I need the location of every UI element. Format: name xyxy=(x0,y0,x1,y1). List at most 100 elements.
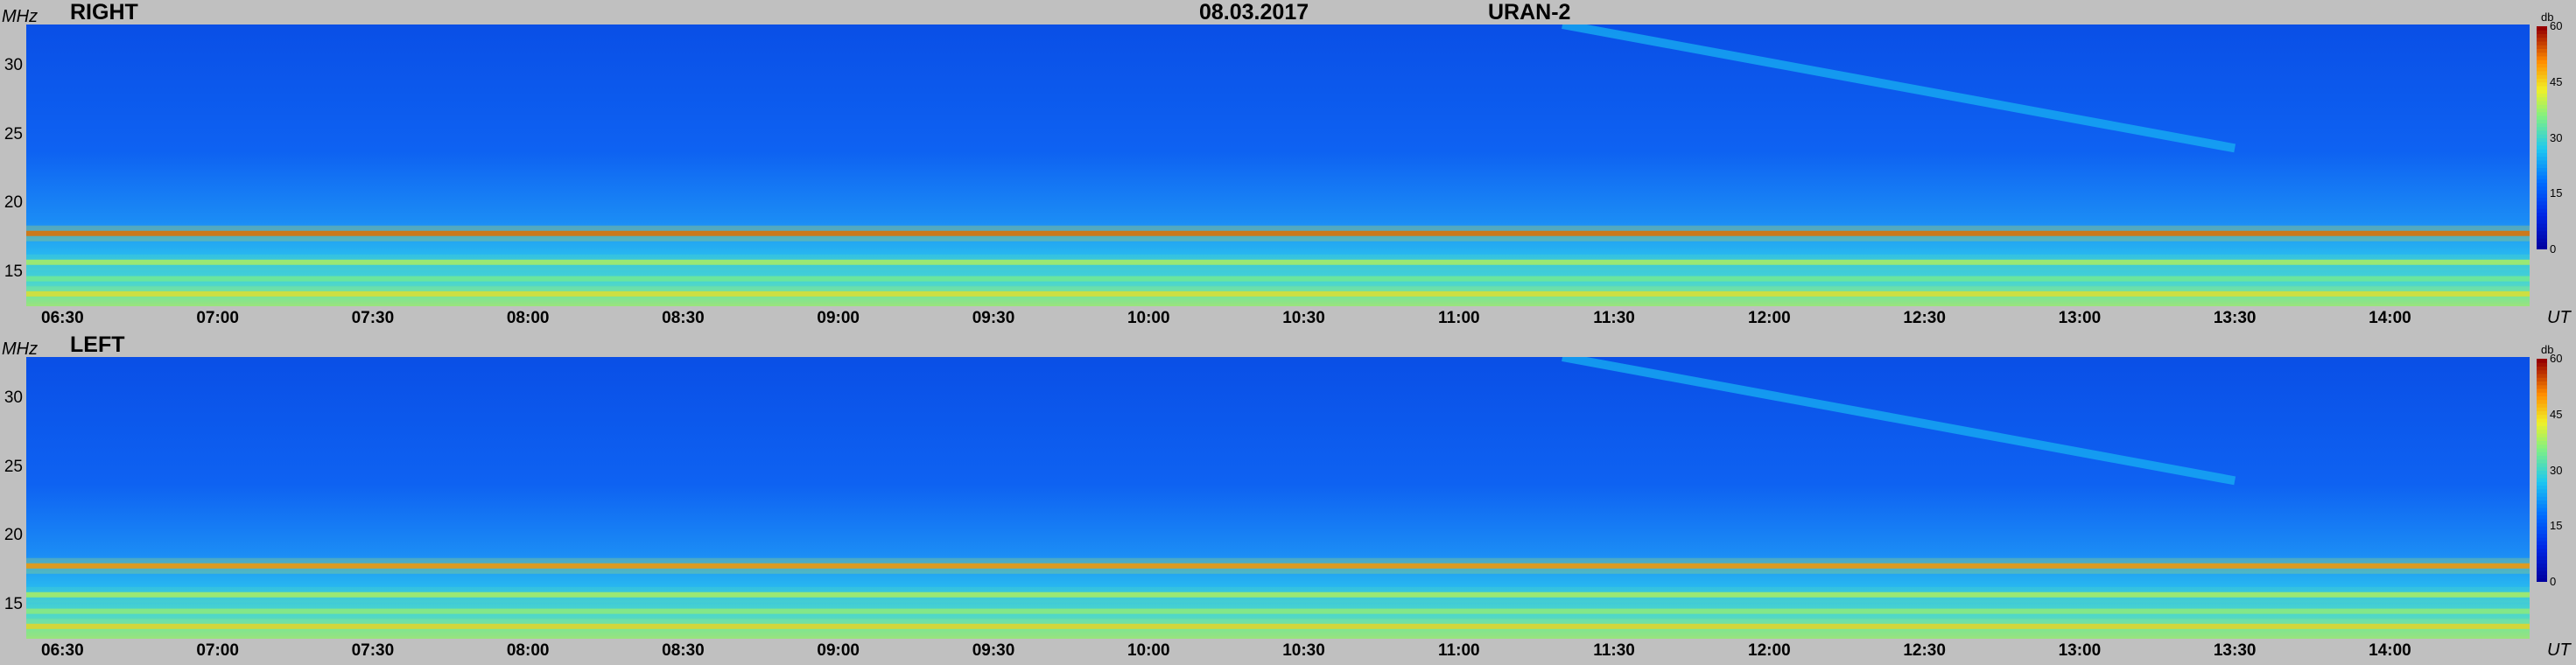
colorbar-scale xyxy=(2537,26,2547,249)
colorbar-tick-label: 45 xyxy=(2550,74,2563,88)
colorbar-step xyxy=(2537,493,2547,497)
interference-band xyxy=(26,230,2530,236)
colorbar-label: db xyxy=(2541,343,2554,356)
colorbar-step xyxy=(2537,496,2547,500)
colorbar-scale xyxy=(2537,359,2547,582)
colorbar-step xyxy=(2537,186,2547,191)
colorbar-tick-label: 0 xyxy=(2550,242,2557,256)
colorbar-step xyxy=(2537,152,2547,158)
colorbar-step xyxy=(2537,514,2547,520)
colorbar-step xyxy=(2537,200,2547,206)
panel-title: LEFT xyxy=(70,332,125,357)
x-tick-label: 07:00 xyxy=(196,641,239,660)
colorbar-step xyxy=(2537,518,2547,523)
x-tick-label: 13:30 xyxy=(2213,309,2257,327)
drifting-emission xyxy=(1562,24,2236,153)
x-tick-label: 11:00 xyxy=(1438,641,1480,660)
interference-band-halo xyxy=(26,603,2530,620)
x-tick-label: 06:30 xyxy=(41,309,84,327)
x-unit-label: UT xyxy=(2547,640,2571,660)
x-tick-label: 11:30 xyxy=(1593,309,1635,327)
y-tick-label: 15 xyxy=(4,594,23,613)
colorbar-step xyxy=(2537,537,2547,542)
colorbar-step xyxy=(2537,167,2547,172)
colorbar-step xyxy=(2537,242,2547,247)
colorbar-tick-label: 0 xyxy=(2550,575,2557,588)
colorbar-tick-label: 30 xyxy=(2550,463,2563,477)
x-tick-label: 12:00 xyxy=(1748,641,1791,660)
colorbar-step xyxy=(2537,548,2547,553)
colorbar-step xyxy=(2537,396,2547,401)
spectrogram-left xyxy=(26,357,2530,639)
colorbar-step xyxy=(2537,141,2547,146)
colorbar-step xyxy=(2537,119,2547,123)
colorbar-step xyxy=(2537,466,2547,471)
colorbar-step xyxy=(2537,205,2547,209)
colorbar-step xyxy=(2537,455,2547,460)
spectrogram-plot xyxy=(26,24,2530,306)
colorbar-step xyxy=(2537,570,2547,575)
colorbar-step xyxy=(2537,433,2547,438)
spectrogram-background xyxy=(26,24,2530,306)
x-tick-label: 10:00 xyxy=(1127,641,1170,660)
colorbar-step xyxy=(2537,190,2547,194)
y-tick-label: 25 xyxy=(4,457,23,476)
colorbar-step xyxy=(2537,458,2547,464)
colorbar-step xyxy=(2537,563,2547,568)
interference-band xyxy=(26,563,2530,569)
colorbar-step xyxy=(2537,81,2547,87)
colorbar-step xyxy=(2537,488,2547,494)
x-tick-label: 10:30 xyxy=(1282,641,1325,660)
colorbar-step xyxy=(2537,481,2547,486)
x-tick-label: 08:30 xyxy=(662,309,705,327)
y-tick-label: 30 xyxy=(4,388,23,408)
colorbar-step xyxy=(2537,388,2547,393)
colorbar-step xyxy=(2537,223,2547,228)
x-tick-label: 08:30 xyxy=(662,641,705,660)
colorbar-step xyxy=(2537,108,2547,113)
colorbar-step xyxy=(2537,111,2547,116)
y-tick-label: 15 xyxy=(4,262,23,281)
colorbar-step xyxy=(2537,178,2547,183)
colorbar-step xyxy=(2537,541,2547,545)
colorbar-step xyxy=(2537,508,2547,512)
colorbar-step xyxy=(2537,381,2547,386)
interference-band xyxy=(26,276,2530,282)
x-tick-label: 13:00 xyxy=(2058,309,2102,327)
colorbar-step xyxy=(2537,197,2547,202)
colorbar-tick-label: 15 xyxy=(2550,519,2563,533)
colorbar-step xyxy=(2537,503,2547,508)
colorbar-label: db xyxy=(2541,10,2554,24)
colorbar-step xyxy=(2537,470,2547,475)
colorbar-step xyxy=(2537,41,2547,46)
colorbar-step xyxy=(2537,230,2547,235)
colorbar-step xyxy=(2537,149,2547,153)
interference-band xyxy=(26,592,2530,598)
colorbar-step xyxy=(2537,71,2547,75)
colorbar-step xyxy=(2537,422,2547,426)
colorbar-step xyxy=(2537,384,2547,389)
colorbar-right xyxy=(2537,26,2547,249)
x-tick-label: 07:30 xyxy=(351,641,395,660)
x-tick-label: 08:00 xyxy=(506,641,550,660)
colorbar-step xyxy=(2537,56,2547,60)
x-unit-label: UT xyxy=(2547,308,2571,327)
x-tick-label: 08:00 xyxy=(506,309,550,327)
colorbar-step xyxy=(2537,574,2547,579)
x-tick-label: 07:30 xyxy=(351,309,395,327)
colorbar-step xyxy=(2537,429,2547,434)
colorbar-step xyxy=(2537,485,2547,490)
x-tick-label: 10:30 xyxy=(1282,309,1325,327)
colorbar-step xyxy=(2537,193,2547,198)
colorbar-step xyxy=(2537,66,2547,72)
colorbar-step xyxy=(2537,86,2547,90)
y-tick-label: 30 xyxy=(4,56,23,75)
colorbar-step xyxy=(2537,369,2547,374)
colorbar-step xyxy=(2537,52,2547,57)
colorbar-step xyxy=(2537,208,2547,213)
colorbar-step xyxy=(2537,33,2547,38)
colorbar-step xyxy=(2537,448,2547,452)
colorbar-tick-label: 45 xyxy=(2550,407,2563,421)
colorbar-step xyxy=(2537,63,2547,68)
colorbar-step xyxy=(2537,48,2547,53)
